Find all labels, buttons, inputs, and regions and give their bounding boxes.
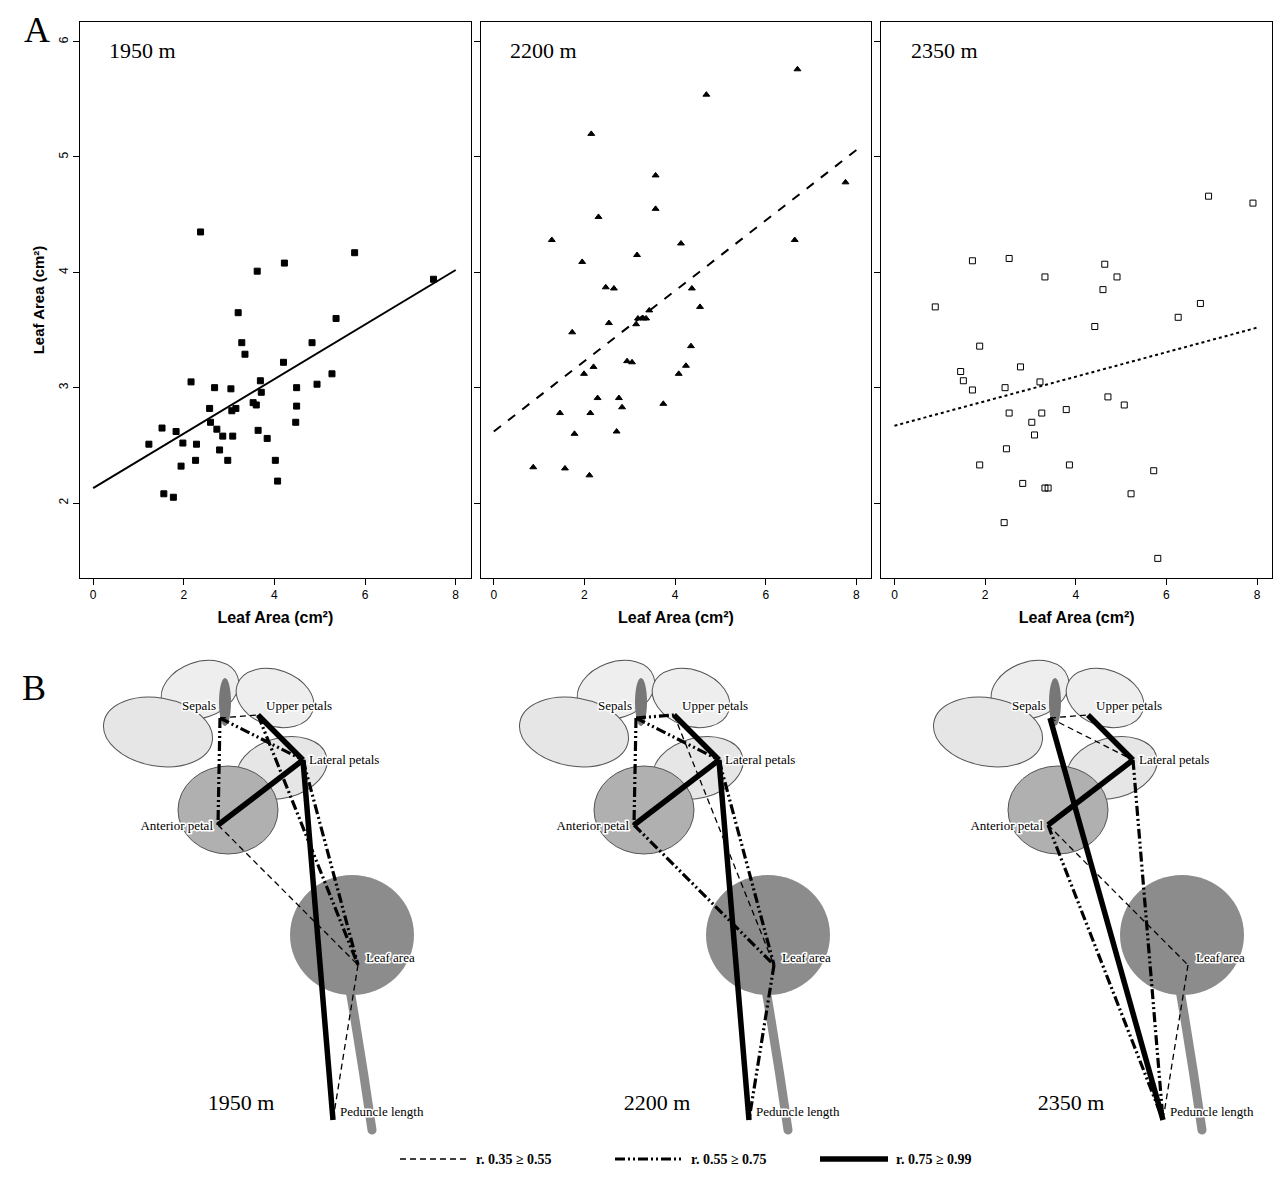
svg-text:Anterior petal: Anterior petal — [556, 818, 629, 833]
svg-text:r. 0.55 ≥ 0.75: r. 0.55 ≥ 0.75 — [691, 1152, 767, 1167]
svg-text:Leaf Area (cm²): Leaf Area (cm²) — [217, 609, 333, 626]
svg-text:Lateral petals: Lateral petals — [1139, 752, 1209, 767]
svg-text:r. 0.75 ≥ 0.99: r. 0.75 ≥ 0.99 — [896, 1152, 972, 1167]
svg-text:Leaf area: Leaf area — [1196, 950, 1245, 965]
svg-text:0: 0 — [90, 588, 97, 602]
svg-text:Leaf area: Leaf area — [782, 950, 831, 965]
svg-text:8: 8 — [1254, 588, 1261, 602]
svg-text:4: 4 — [271, 588, 278, 602]
svg-text:2200 m: 2200 m — [624, 1090, 691, 1115]
svg-text:3: 3 — [57, 382, 71, 389]
svg-text:Leaf Area (cm²): Leaf Area (cm²) — [1019, 609, 1135, 626]
svg-text:Upper petals: Upper petals — [1096, 698, 1162, 713]
svg-text:8: 8 — [452, 588, 459, 602]
svg-text:Sepals: Sepals — [598, 698, 632, 713]
svg-text:Leaf Area (cm²): Leaf Area (cm²) — [618, 609, 734, 626]
svg-text:Leaf area: Leaf area — [366, 950, 415, 965]
svg-text:6: 6 — [1163, 588, 1170, 602]
svg-text:2: 2 — [982, 588, 989, 602]
svg-text:Upper petals: Upper petals — [266, 698, 332, 713]
svg-text:1950 m: 1950 m — [109, 38, 176, 63]
svg-text:2350 m: 2350 m — [1038, 1090, 1105, 1115]
svg-text:Lateral petals: Lateral petals — [725, 752, 795, 767]
svg-text:Peduncle length: Peduncle length — [340, 1104, 424, 1119]
svg-text:4: 4 — [1072, 588, 1079, 602]
svg-text:4: 4 — [672, 588, 679, 602]
svg-text:Anterior petal: Anterior petal — [970, 818, 1043, 833]
svg-text:Sepals: Sepals — [1012, 698, 1046, 713]
svg-text:Upper petals: Upper petals — [682, 698, 748, 713]
svg-text:0: 0 — [891, 588, 898, 602]
svg-text:Leaf Area (cm²): Leaf Area (cm²) — [30, 246, 47, 355]
svg-text:5: 5 — [57, 152, 71, 159]
svg-text:2350 m: 2350 m — [911, 38, 978, 63]
svg-text:6: 6 — [57, 36, 71, 43]
svg-text:2: 2 — [57, 498, 71, 505]
svg-text:B: B — [22, 668, 46, 708]
svg-text:1950 m: 1950 m — [208, 1090, 275, 1115]
svg-text:A: A — [24, 10, 50, 50]
svg-text:2: 2 — [180, 588, 187, 602]
svg-text:r. 0.35 ≥ 0.55: r. 0.35 ≥ 0.55 — [476, 1152, 552, 1167]
svg-text:6: 6 — [762, 588, 769, 602]
svg-text:Peduncle length: Peduncle length — [1170, 1104, 1254, 1119]
svg-text:Lateral petals: Lateral petals — [309, 752, 379, 767]
svg-text:8: 8 — [853, 588, 860, 602]
svg-text:2200 m: 2200 m — [510, 38, 577, 63]
svg-text:2: 2 — [581, 588, 588, 602]
svg-text:Sepals: Sepals — [182, 698, 216, 713]
svg-text:4: 4 — [57, 267, 71, 274]
svg-text:Anterior petal: Anterior petal — [140, 818, 213, 833]
svg-text:Peduncle length: Peduncle length — [756, 1104, 840, 1119]
svg-text:6: 6 — [362, 588, 369, 602]
svg-text:0: 0 — [490, 588, 497, 602]
